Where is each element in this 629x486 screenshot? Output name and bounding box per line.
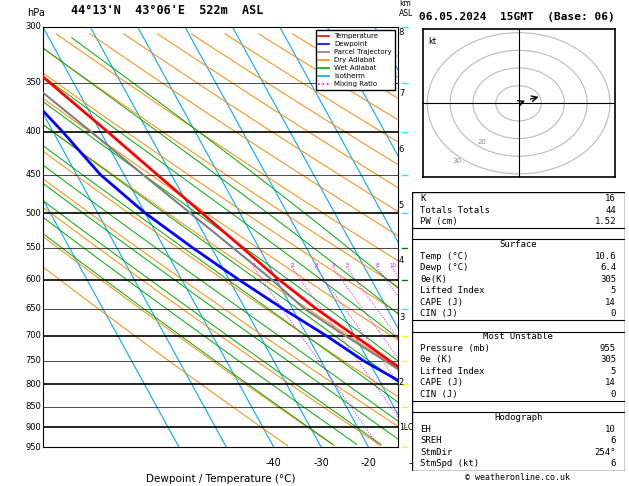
Text: 16: 16: [605, 194, 616, 203]
Text: 955: 955: [600, 344, 616, 353]
Text: 5: 5: [611, 286, 616, 295]
Text: θe (K): θe (K): [421, 355, 453, 364]
Text: 4: 4: [332, 263, 335, 268]
Text: 900: 900: [25, 423, 41, 432]
Text: Totals Totals: Totals Totals: [421, 206, 491, 215]
Text: 0: 0: [611, 390, 616, 399]
Text: 1LCL: 1LCL: [399, 423, 418, 432]
Text: 06.05.2024  15GMT  (Base: 06): 06.05.2024 15GMT (Base: 06): [419, 12, 615, 22]
Text: 650: 650: [25, 304, 41, 313]
Text: 44°13'N  43°06'E  522m  ASL: 44°13'N 43°06'E 522m ASL: [71, 4, 264, 17]
Text: km
ASL: km ASL: [399, 0, 413, 18]
Text: 10.6: 10.6: [594, 252, 616, 260]
Text: kt: kt: [428, 36, 437, 46]
Text: 10: 10: [605, 425, 616, 434]
Text: Most Unstable: Most Unstable: [483, 332, 554, 341]
Text: Lifted Index: Lifted Index: [421, 286, 485, 295]
Text: Lifted Index: Lifted Index: [421, 367, 485, 376]
Text: 14: 14: [605, 298, 616, 307]
Text: StmDir: StmDir: [421, 448, 453, 457]
Text: Surface: Surface: [499, 240, 537, 249]
Text: Mixing Ratio (g/kg): Mixing Ratio (g/kg): [429, 197, 438, 277]
Text: 6: 6: [611, 459, 616, 468]
Text: 800: 800: [25, 380, 41, 389]
Text: 7: 7: [399, 89, 404, 98]
Text: 20: 20: [477, 139, 486, 145]
Text: 10: 10: [389, 263, 396, 268]
Text: 5: 5: [346, 263, 349, 268]
Text: 4: 4: [399, 256, 404, 265]
Text: 300: 300: [25, 22, 41, 31]
Text: 2: 2: [399, 378, 404, 387]
Text: 44: 44: [605, 206, 616, 215]
Text: 305: 305: [600, 275, 616, 284]
Text: 6.4: 6.4: [600, 263, 616, 272]
Text: 5: 5: [399, 201, 404, 210]
Text: CAPE (J): CAPE (J): [421, 298, 464, 307]
Text: 8: 8: [399, 28, 404, 37]
Text: -30: -30: [313, 458, 329, 468]
Text: Temp (°C): Temp (°C): [421, 252, 469, 260]
Text: 0: 0: [611, 309, 616, 318]
Text: 3: 3: [399, 312, 404, 322]
Text: hPa: hPa: [27, 8, 45, 18]
Text: 8: 8: [376, 263, 379, 268]
Text: © weatheronline.co.uk: © weatheronline.co.uk: [465, 473, 569, 482]
Text: 2: 2: [291, 263, 294, 268]
Text: 350: 350: [25, 78, 41, 87]
Text: 550: 550: [25, 243, 41, 252]
Text: 6: 6: [611, 436, 616, 445]
Text: Dewpoint / Temperature (°C): Dewpoint / Temperature (°C): [146, 474, 295, 485]
Text: 400: 400: [25, 127, 41, 136]
Text: 3: 3: [314, 263, 318, 268]
Text: EH: EH: [421, 425, 431, 434]
Text: 1: 1: [252, 263, 256, 268]
Text: 950: 950: [25, 443, 41, 451]
Text: 1.52: 1.52: [594, 217, 616, 226]
Text: 254°: 254°: [594, 448, 616, 457]
Text: -40: -40: [266, 458, 282, 468]
Text: 305: 305: [600, 355, 616, 364]
Legend: Temperature, Dewpoint, Parcel Trajectory, Dry Adiabat, Wet Adiabat, Isotherm, Mi: Temperature, Dewpoint, Parcel Trajectory…: [316, 30, 394, 90]
Text: K: K: [421, 194, 426, 203]
Text: 5: 5: [611, 367, 616, 376]
Text: Pressure (mb): Pressure (mb): [421, 344, 491, 353]
Text: SREH: SREH: [421, 436, 442, 445]
Text: 750: 750: [25, 356, 41, 365]
Text: StmSpd (kt): StmSpd (kt): [421, 459, 480, 468]
Text: PW (cm): PW (cm): [421, 217, 458, 226]
Text: 30: 30: [452, 158, 462, 164]
Text: 14: 14: [605, 379, 616, 387]
Text: Hodograph: Hodograph: [494, 413, 542, 422]
Text: 700: 700: [25, 331, 41, 340]
Text: θe(K): θe(K): [421, 275, 447, 284]
Text: Dewp (°C): Dewp (°C): [421, 263, 469, 272]
Text: CAPE (J): CAPE (J): [421, 379, 464, 387]
Text: 450: 450: [25, 170, 41, 179]
Text: CIN (J): CIN (J): [421, 309, 458, 318]
Text: 850: 850: [25, 402, 41, 411]
Text: -10: -10: [408, 458, 424, 468]
Text: 6: 6: [399, 145, 404, 154]
Text: 500: 500: [25, 208, 41, 218]
Text: -20: -20: [360, 458, 377, 468]
Text: CIN (J): CIN (J): [421, 390, 458, 399]
Text: 600: 600: [25, 275, 41, 284]
